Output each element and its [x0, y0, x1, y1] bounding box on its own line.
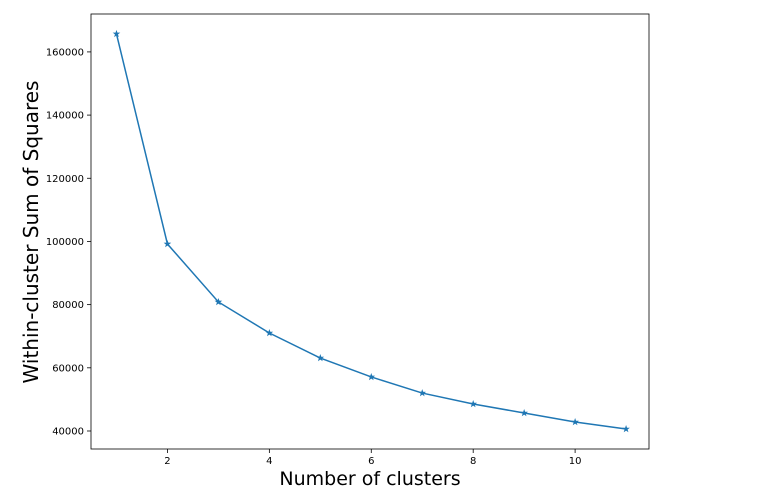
point-marker [265, 329, 274, 337]
y-tick-label: 120000 [46, 174, 84, 185]
x-tick-label: 10 [569, 456, 582, 467]
series-line [115, 33, 627, 430]
x-tick-label: 2 [164, 456, 170, 467]
x-tick-label: 8 [470, 456, 476, 467]
x-tick-label: 6 [368, 456, 374, 467]
point-marker [163, 239, 172, 248]
x-axis-label: Number of clusters [279, 468, 460, 490]
point-marker [367, 372, 376, 381]
y-tick-label: 140000 [46, 111, 84, 122]
point-marker [112, 29, 121, 38]
point-marker [418, 389, 427, 397]
point-marker [520, 408, 528, 417]
y-axis-label: Within-cluster Sum of Squares [19, 81, 43, 384]
y-tick-label: 40000 [52, 426, 84, 437]
x-tick-label: 4 [266, 456, 272, 467]
point-marker [571, 418, 579, 426]
point-marker [214, 297, 223, 306]
point-marker [316, 354, 325, 362]
plot-frame [90, 13, 650, 450]
y-tick-label: 80000 [52, 300, 84, 311]
point-marker [622, 425, 630, 433]
y-tick-label: 160000 [46, 47, 84, 58]
y-tick-label: 60000 [52, 363, 84, 374]
y-tick-label: 100000 [46, 237, 84, 248]
point-marker [469, 400, 477, 408]
